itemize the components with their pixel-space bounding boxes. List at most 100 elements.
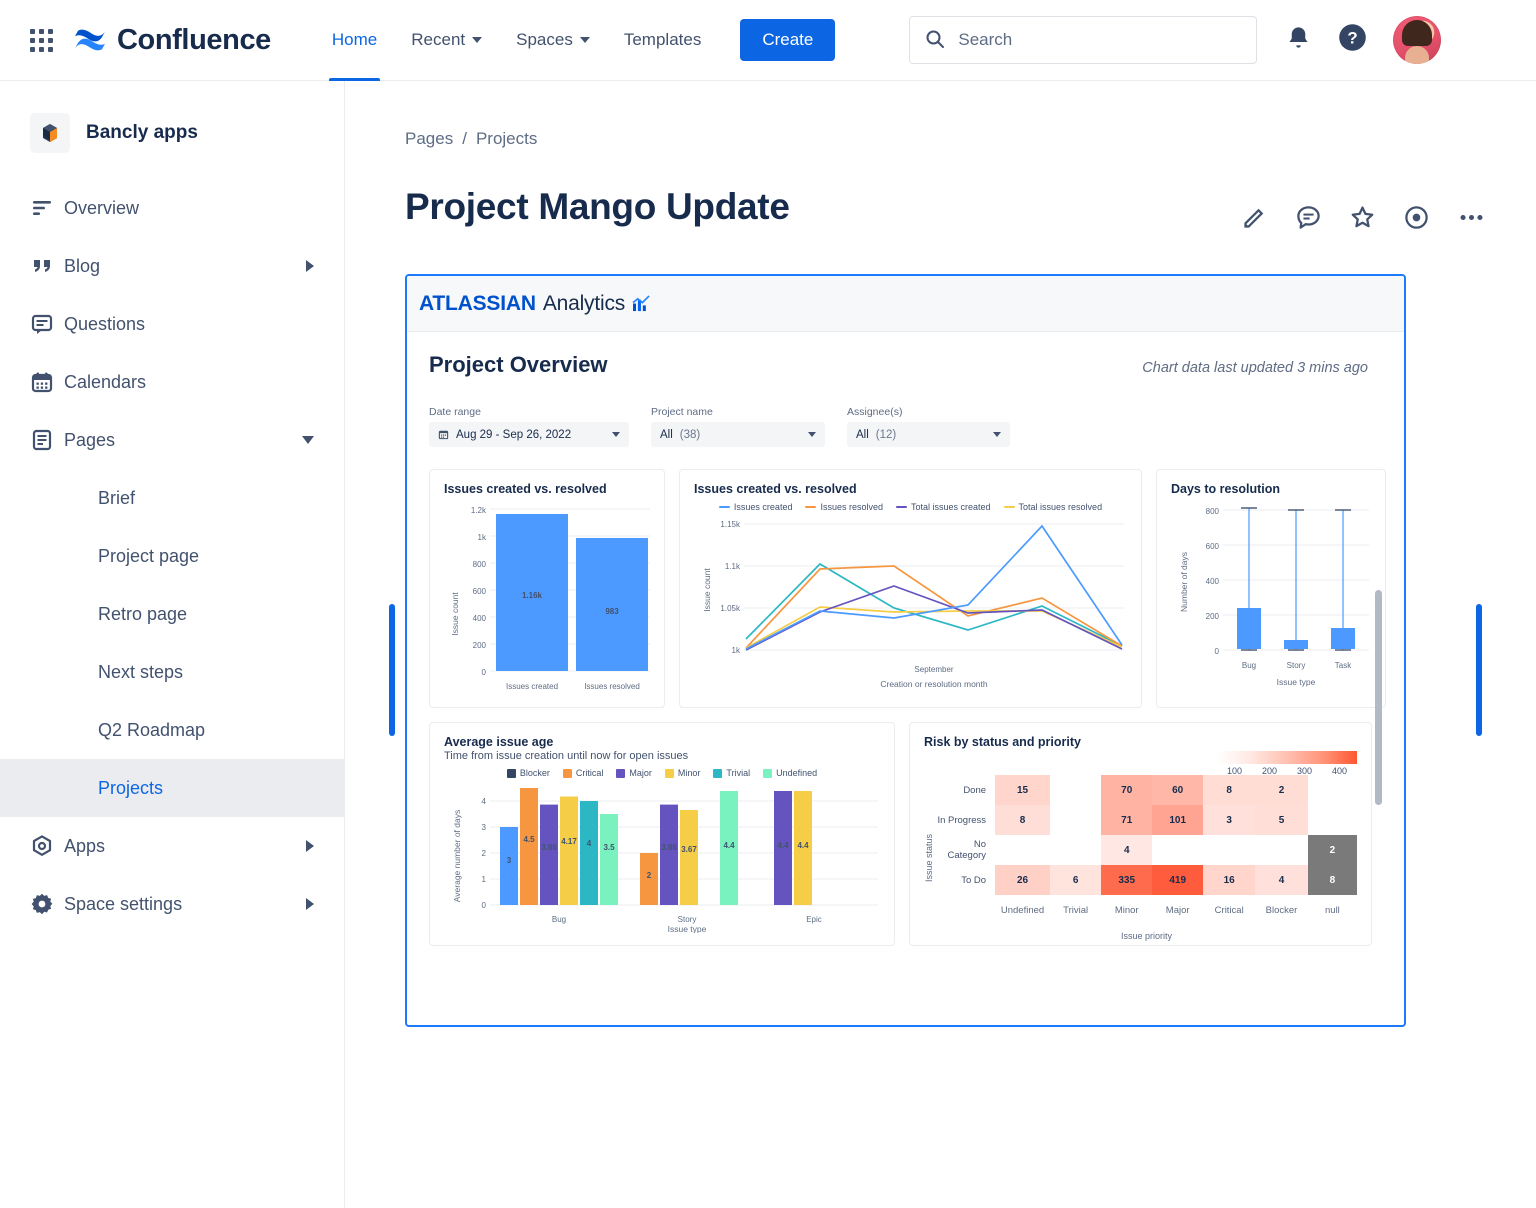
- x-tick: Issues created: [506, 682, 558, 691]
- nav-item-label: Spaces: [516, 30, 573, 49]
- sidebar-item-questions[interactable]: Questions: [0, 295, 344, 353]
- y-tick: 2: [482, 849, 487, 858]
- sidebar-item-retro-page[interactable]: Retro page: [0, 585, 344, 643]
- app-switcher-icon[interactable]: [30, 28, 53, 52]
- legend-item-undefined[interactable]: Undefined: [763, 768, 817, 778]
- chart-card-issues-bar[interactable]: Issues created vs. resolved 1.2k 1k 800 …: [429, 469, 665, 708]
- create-button[interactable]: Create: [740, 19, 836, 61]
- space-logo-icon: [30, 113, 70, 153]
- heatmap-cell: 4: [1101, 835, 1153, 865]
- chart-title: Average issue age: [444, 735, 554, 749]
- bar-label: 4.17: [561, 837, 577, 846]
- heatmap-cell: 3: [1203, 805, 1256, 835]
- filter-assignees-select[interactable]: All (12): [847, 422, 1010, 447]
- sidebar-item-q2-roadmap[interactable]: Q2 Roadmap: [0, 701, 344, 759]
- resize-handle-left[interactable]: [389, 604, 395, 736]
- search-input[interactable]: [909, 16, 1258, 64]
- filter-date-range-select[interactable]: Aug 29 - Sep 26, 2022: [429, 422, 629, 447]
- chevron-down-icon[interactable]: [302, 436, 314, 444]
- sidebar-item-pages[interactable]: Pages: [0, 411, 344, 469]
- sidebar-item-calendars[interactable]: Calendars: [0, 353, 344, 411]
- nav-item-templates[interactable]: Templates: [607, 0, 718, 81]
- sidebar-item-label: Space settings: [64, 893, 183, 914]
- edit-icon[interactable]: [1241, 204, 1268, 231]
- heatmap-row-header: In Progress: [937, 814, 987, 826]
- breadcrumb-item-pages[interactable]: Pages: [405, 129, 454, 148]
- line-series-issues-created: [745, 524, 1123, 650]
- y-tick: 0: [482, 901, 487, 910]
- chart-card-average-issue-age[interactable]: Average issue age Time from issue creati…: [429, 722, 895, 946]
- sidebar-item-projects[interactable]: Projects: [0, 759, 344, 817]
- y-axis-label: Number of days: [1179, 552, 1189, 612]
- legend-item-issues-resolved[interactable]: Issues resolved: [805, 502, 883, 512]
- x-tick: Epic: [806, 915, 822, 924]
- y-axis-label: Issue count: [450, 592, 460, 636]
- chevron-down-icon: [472, 37, 483, 43]
- filter-project-name-select[interactable]: All (38): [651, 422, 825, 447]
- sidebar-item-space-settings[interactable]: Space settings: [0, 875, 344, 933]
- nav-item-home[interactable]: Home: [315, 0, 394, 81]
- main-content: Pages / Projects Project Mango Update: [345, 81, 1536, 1208]
- filter-label: Date range: [429, 406, 481, 418]
- resize-handle-right[interactable]: [1476, 604, 1482, 736]
- chart-row-top: Issues created vs. resolved 1.2k 1k 800 …: [429, 469, 1386, 805]
- chart-card-issues-line[interactable]: Issues created vs. resolved Issues creat…: [679, 469, 1142, 708]
- chart-title: Issues created vs. resolved: [694, 482, 857, 496]
- pages-icon: [30, 428, 64, 452]
- avatar[interactable]: [1393, 16, 1442, 64]
- heatmap-cell: 70: [1101, 775, 1153, 805]
- sidebar-item-label: Project page: [98, 545, 200, 566]
- legend-item-major[interactable]: Major: [616, 768, 652, 778]
- chart-card-days-to-resolution[interactable]: Days to resolution 800 600 400 200 0: [1156, 469, 1386, 805]
- legend-item-blocker[interactable]: Blocker: [506, 768, 550, 778]
- x-tick: September: [914, 665, 953, 674]
- comment-icon[interactable]: [1295, 204, 1322, 231]
- star-icon[interactable]: [1349, 204, 1376, 231]
- sidebar-item-overview[interactable]: Overview: [0, 179, 344, 237]
- legend-item-issues-created[interactable]: Issues created: [718, 502, 792, 512]
- chevron-right-icon[interactable]: [306, 898, 314, 910]
- nav-item-recent[interactable]: Recent: [394, 0, 499, 81]
- sidebar-item-label: Blog: [64, 255, 101, 276]
- more-icon[interactable]: [1457, 203, 1486, 232]
- nav-item-label: Recent: [411, 30, 466, 49]
- confluence-logo-link[interactable]: Confluence: [73, 24, 271, 57]
- bell-icon[interactable]: [1285, 24, 1312, 56]
- dashboard-title: Project Overview: [429, 352, 608, 377]
- sidebar-item-apps[interactable]: Apps: [0, 817, 344, 875]
- space-header[interactable]: Bancly apps: [0, 95, 344, 179]
- legend-item-total-issues-created[interactable]: Total issues created: [895, 502, 991, 512]
- embed-inner-scrollbar[interactable]: [1375, 590, 1382, 805]
- sidebar-item-label: Questions: [64, 313, 146, 334]
- legend-item-critical[interactable]: Critical: [562, 768, 603, 778]
- chevron-right-icon[interactable]: [306, 840, 314, 852]
- watch-icon[interactable]: [1403, 204, 1430, 231]
- heatmap-cell: 6: [1050, 865, 1102, 895]
- dashboard-title-row: Project Overview Chart data last updated…: [429, 352, 1382, 378]
- x-axis-label: Issue type: [1277, 677, 1316, 687]
- sidebar-item-project-page[interactable]: Project page: [0, 527, 344, 585]
- heatmap-col-header: Critical: [1214, 904, 1244, 916]
- breadcrumb-item-projects[interactable]: Projects: [475, 129, 538, 148]
- sidebar-item-next-steps[interactable]: Next steps: [0, 643, 344, 701]
- sidebar-item-brief[interactable]: Brief: [0, 469, 344, 527]
- primary-nav: Home Recent Spaces Templates: [315, 0, 718, 81]
- help-icon[interactable]: ?: [1338, 23, 1367, 57]
- heatmap-cell: 8: [995, 805, 1051, 835]
- heatmap-cell: 419: [1152, 865, 1204, 895]
- chevron-right-icon[interactable]: [306, 260, 314, 272]
- chart-card-risk-heatmap[interactable]: Risk by status and priority 100 200 300 …: [909, 722, 1372, 946]
- legend-item-trivial[interactable]: Trivial: [713, 768, 750, 778]
- legend-item-total-issues-resolved[interactable]: Total issues resolved: [1003, 502, 1102, 512]
- sidebar-item-blog[interactable]: Blog: [0, 237, 344, 295]
- filter-row: Date range Aug 29 - Sep 26, 2022 Project…: [429, 406, 1382, 447]
- bar-label: 4.5: [523, 835, 535, 844]
- legend-item-minor[interactable]: Minor: [664, 768, 700, 778]
- legend-label: Total issues created: [910, 502, 991, 512]
- breadcrumb-separator: /: [462, 129, 467, 148]
- confluence-logo-icon: [75, 29, 105, 51]
- analytics-embed[interactable]: ATLASSIAN Analytics Project Overview: [405, 274, 1406, 1027]
- nav-item-spaces[interactable]: Spaces: [499, 0, 607, 81]
- analytics-chart-icon: [632, 295, 650, 312]
- heatmap-cell: 15: [995, 775, 1051, 805]
